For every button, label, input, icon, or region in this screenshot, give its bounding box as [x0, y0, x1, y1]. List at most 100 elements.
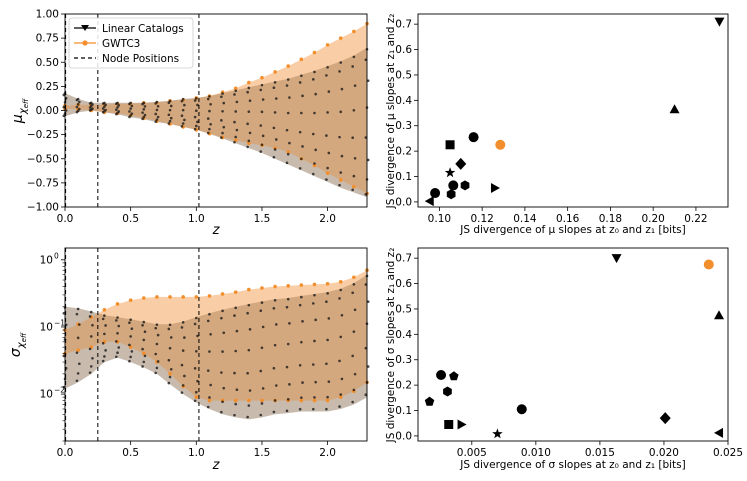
linear-catalog-point	[220, 371, 223, 374]
gwtc3-point	[102, 308, 107, 312]
linear-catalog-point	[142, 115, 146, 119]
linear-catalog-point	[248, 99, 252, 103]
linear-catalog-point	[78, 100, 81, 104]
linear-band-overlay	[65, 47, 367, 198]
linear-catalog-point	[298, 407, 302, 411]
linear-catalog-point	[222, 331, 226, 335]
sigma-xtick-label: 0.5	[122, 447, 139, 459]
linear-catalog-point	[366, 79, 370, 82]
scatter-point-triangle-down	[714, 17, 725, 27]
linear-catalog-point	[143, 354, 147, 358]
linear-catalog-point	[75, 105, 79, 109]
linear-catalog-point	[352, 55, 356, 59]
linear-catalog-point	[169, 336, 173, 339]
gwtc3-band	[65, 23, 367, 194]
linear-catalog-point	[300, 295, 303, 299]
legend-nodes-label: Node Positions	[102, 53, 179, 65]
linear-catalog-point	[116, 316, 119, 319]
js-sigma-xtick-label: 0.025	[713, 447, 743, 459]
mu-xtick-label: 0.0	[57, 213, 74, 225]
mu-vs-z-panel: 0.0 0.5 1.0 1.5 2.0 1.00 0.75 0.50 0.25 0.00 −0.2…	[10, 9, 370, 238]
linear-catalog-point	[154, 352, 158, 356]
linear-catalog-point	[193, 399, 197, 403]
linear-catalog-point	[167, 381, 171, 385]
mu-ytick-label: −0.75	[27, 177, 59, 189]
linear-catalog-point	[129, 114, 132, 117]
gwtc3-point	[312, 282, 317, 287]
linear-catalog-point	[116, 351, 119, 355]
js-mu-xtick-label: 0.10	[428, 213, 451, 225]
linear-catalog-point	[220, 119, 223, 122]
scatter-point-triangle-left	[424, 196, 434, 207]
js-sigma-ytick-label: 0.0	[395, 430, 412, 442]
gwtc3-point	[128, 345, 133, 349]
linear-catalog-point	[183, 374, 186, 378]
legend-linear-label: Linear Catalogs	[102, 23, 184, 35]
scatter-point-pentagon	[424, 396, 435, 406]
linear-catalog-point	[314, 148, 317, 152]
linear-catalog-point	[209, 383, 212, 387]
gwtc3-point	[338, 395, 343, 399]
linear-catalog-point	[180, 363, 184, 367]
linear-catalog-point	[260, 83, 264, 87]
linear-catalog-point	[89, 310, 93, 314]
linear-catalog-point	[272, 307, 276, 310]
linear-catalog-point	[301, 94, 304, 98]
linear-catalog-point	[169, 367, 173, 371]
linear-catalog-point	[221, 350, 224, 353]
linear-catalog-point	[261, 134, 265, 138]
scatter-point-hexagon	[460, 180, 470, 191]
scatter-point-triangle-right	[490, 182, 500, 193]
sigma-ytick-label: 10	[40, 389, 53, 401]
linear-catalog-point	[104, 324, 107, 327]
linear-catalog-point	[248, 328, 252, 331]
linear-catalog-point	[364, 393, 368, 397]
scatter-point-circle	[703, 259, 714, 270]
linear-catalog-point	[142, 108, 146, 111]
linear-catalog-point	[169, 104, 173, 108]
linear-catalog-point	[141, 365, 144, 368]
linear-catalog-point	[298, 303, 302, 307]
linear-catalog-point	[221, 109, 224, 113]
gwtc3-point	[260, 286, 264, 290]
linear-catalog-point	[247, 139, 251, 143]
linear-catalog-point	[221, 400, 224, 404]
linear-catalog-point	[311, 363, 315, 366]
linear-catalog-point	[221, 92, 224, 95]
linear-catalog-point	[235, 329, 239, 333]
linear-catalog-point	[338, 70, 341, 73]
linear-catalog-point	[130, 104, 134, 108]
linear-catalog-point	[327, 317, 331, 320]
linear-catalog-point	[298, 130, 302, 134]
linear-catalog-point	[208, 350, 211, 353]
linear-catalog-point	[233, 120, 236, 124]
linear-catalog-point	[352, 174, 356, 178]
js-sigma-ytick-label: 0.5	[395, 303, 412, 315]
linear-catalog-point	[326, 111, 329, 114]
linear-catalog-point	[101, 341, 105, 345]
linear-catalog-point	[259, 88, 263, 92]
linear-catalog-point	[155, 118, 159, 121]
linear-catalog-point	[143, 113, 147, 117]
linear-catalog-point	[340, 377, 344, 381]
gwtc3-point	[168, 295, 172, 299]
linear-catalog-point	[167, 327, 171, 331]
linear-catalog-point	[221, 309, 224, 313]
linear-catalog-point	[78, 323, 81, 326]
sigma-xtick-label: 1.0	[188, 447, 205, 459]
gwtc3-point	[352, 29, 356, 34]
linear-catalog-point	[117, 110, 121, 113]
linear-catalog-point	[103, 355, 106, 358]
linear-catalog-point	[141, 347, 144, 351]
linear-catalog-point	[298, 81, 302, 84]
linear-catalog-point	[101, 359, 105, 363]
linear-catalog-point	[234, 89, 237, 93]
linear-catalog-point	[180, 99, 184, 103]
linear-catalog-point	[64, 109, 68, 112]
linear-catalog-point	[180, 125, 184, 128]
scatter-point-circle	[430, 188, 441, 199]
js-sigma-ytick-label: 0.4	[395, 329, 412, 341]
gwtc3-band	[65, 270, 367, 401]
linear-catalog-point	[206, 369, 210, 372]
linear-catalog-point	[314, 92, 317, 96]
